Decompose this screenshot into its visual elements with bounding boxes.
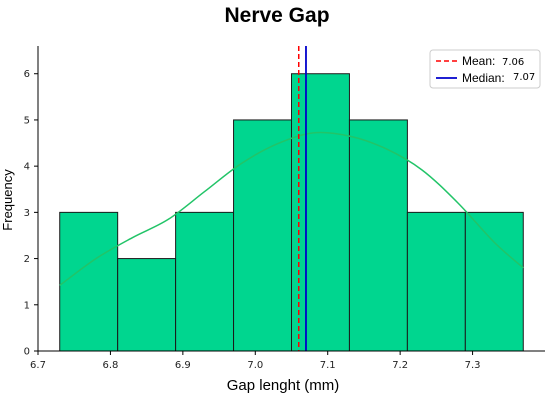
x-tick-label: 7.2	[392, 360, 408, 371]
axes-group: 0 1 2 3 4 5 6 6.7 6.8 6.9 7.0 7.1 7.2 7.3	[24, 46, 545, 371]
x-tick-label: 6.8	[102, 360, 118, 371]
histogram-bar-6	[348, 119, 408, 352]
legend-mean-value: 7.06	[502, 57, 524, 68]
chart-title: Nerve Gap	[224, 4, 329, 27]
x-tick-label: 6.7	[30, 360, 46, 371]
y-tick-label: 2	[24, 254, 30, 265]
histogram-bar-4	[233, 119, 292, 352]
x-tick-label: 7.3	[465, 360, 481, 371]
legend: Mean: 7.06 Median: 7.07	[429, 49, 541, 89]
kde-curve	[59, 131, 524, 286]
legend-mean-label: Mean:	[462, 54, 495, 68]
bars-group	[59, 73, 524, 352]
y-tick-label: 6	[24, 69, 30, 80]
y-axis-label: Frequency	[0, 169, 15, 231]
x-tick-label: 7.1	[320, 360, 336, 371]
histogram-bar-1	[59, 211, 119, 352]
histogram-bar-8	[464, 211, 524, 352]
y-tick-label: 3	[24, 208, 30, 219]
x-tick-label: 6.9	[175, 360, 191, 371]
x-axis-label: Gap lenght (mm)	[227, 377, 340, 394]
histogram-bar-7	[406, 211, 466, 352]
legend-median-value: 7.07	[513, 72, 535, 83]
legend-median-label: Median:	[462, 71, 505, 85]
histogram-bar-2	[117, 258, 177, 352]
histogram-bar-5	[291, 73, 350, 352]
legend-box	[429, 49, 541, 89]
y-tick-label: 4	[24, 162, 30, 173]
y-tick-label: 1	[24, 300, 30, 311]
y-tick-label: 0	[24, 347, 30, 358]
kde-group	[59, 131, 524, 286]
x-tick-label: 7.0	[247, 360, 263, 371]
y-tick-label: 5	[24, 115, 30, 126]
stat-lines-group	[297, 46, 307, 351]
histogram-bar-3	[175, 211, 235, 352]
